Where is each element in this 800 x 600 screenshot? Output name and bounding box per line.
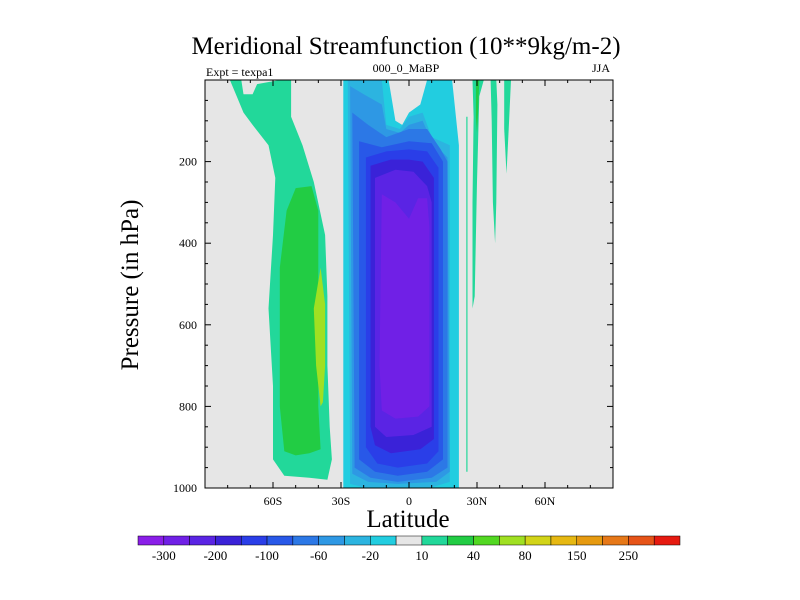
colorbar-swatch: [292, 535, 319, 546]
colorbar-tick-label: 250: [619, 548, 639, 563]
colorbar-swatch: [163, 535, 190, 546]
contour-nh-thin-line: [466, 116, 468, 472]
x-axis-title: Latitude: [366, 506, 449, 533]
colorbar-tick-label: 80: [519, 548, 532, 563]
y-tick-label: 1000: [173, 481, 197, 495]
y-axis-title: Pressure (in hPa): [117, 200, 144, 371]
colorbar-swatch: [653, 535, 681, 546]
x-tick-label: 60N: [535, 494, 556, 508]
colorbar-tick-label: 150: [567, 548, 587, 563]
x-tick-label: 60S: [264, 494, 283, 508]
x-tick-label: 0: [406, 494, 412, 508]
colorbar-swatch: [215, 535, 242, 546]
colorbar-swatch: [499, 535, 526, 546]
colorbar-swatch: [524, 535, 552, 546]
colorbar-swatch: [550, 535, 578, 546]
y-tick-label: 400: [179, 236, 197, 250]
contour-nh-strip-c: [504, 80, 511, 174]
colorbar-tick-label: -200: [203, 548, 227, 563]
contour-nh-strip-a-core: [475, 80, 480, 133]
chart-title: Meridional Streamfunction (10**9kg/m-2): [191, 33, 620, 60]
x-axis-ticks: 60S 30S 0 30N 60N: [204, 80, 614, 508]
contour-nh-strip-b: [490, 80, 498, 244]
colorbar-tick-label: 10: [415, 548, 428, 563]
contour-fill-group: [229, 80, 511, 488]
colorbar-swatch: [318, 535, 345, 546]
colorbar-tick-label: -100: [255, 548, 279, 563]
colorbar-labels: -300 -200 -100 -60 -20 10 40 80 150 250: [152, 548, 638, 563]
season-label: JJA: [592, 61, 610, 75]
colorbar-swatch: [189, 535, 216, 546]
colorbar-swatch: [628, 535, 655, 546]
colorbar-swatch: [240, 535, 268, 546]
y-axis-ticks: 200 400 600 800 1000: [173, 79, 613, 495]
experiment-label: Expt = texpa1: [206, 65, 273, 79]
colorbar-swatch: [473, 535, 500, 546]
contour-southern-cell-core: [313, 267, 326, 407]
colorbar-swatch: [447, 535, 474, 546]
contour-southern-cell-mid: [279, 186, 321, 456]
colorbar-swatch: [576, 535, 603, 546]
period-label: 000_0_MaBP: [373, 61, 440, 75]
colorbar-tick-label: -300: [152, 548, 176, 563]
colorbar: [137, 535, 681, 546]
colorbar-swatch: [370, 535, 397, 546]
colorbar-swatch: [137, 535, 165, 546]
contour-nh-strip-a: [472, 80, 484, 309]
colorbar-tick-label: 40: [467, 548, 480, 563]
colorbar-swatch: [395, 535, 423, 546]
y-tick-label: 800: [179, 399, 197, 413]
y-tick-label: 200: [179, 155, 197, 169]
colorbar-swatch: [266, 535, 294, 546]
colorbar-swatch: [344, 535, 371, 546]
y-tick-label: 600: [179, 318, 197, 332]
colorbar-swatch: [421, 535, 448, 546]
colorbar-tick-label: -20: [362, 548, 379, 563]
colorbar-tick-label: -60: [310, 548, 327, 563]
contour-hadley-cell-l9: [379, 194, 430, 419]
x-tick-label: 30S: [332, 494, 351, 508]
colorbar-swatch: [602, 535, 629, 546]
x-tick-label: 30N: [467, 494, 488, 508]
